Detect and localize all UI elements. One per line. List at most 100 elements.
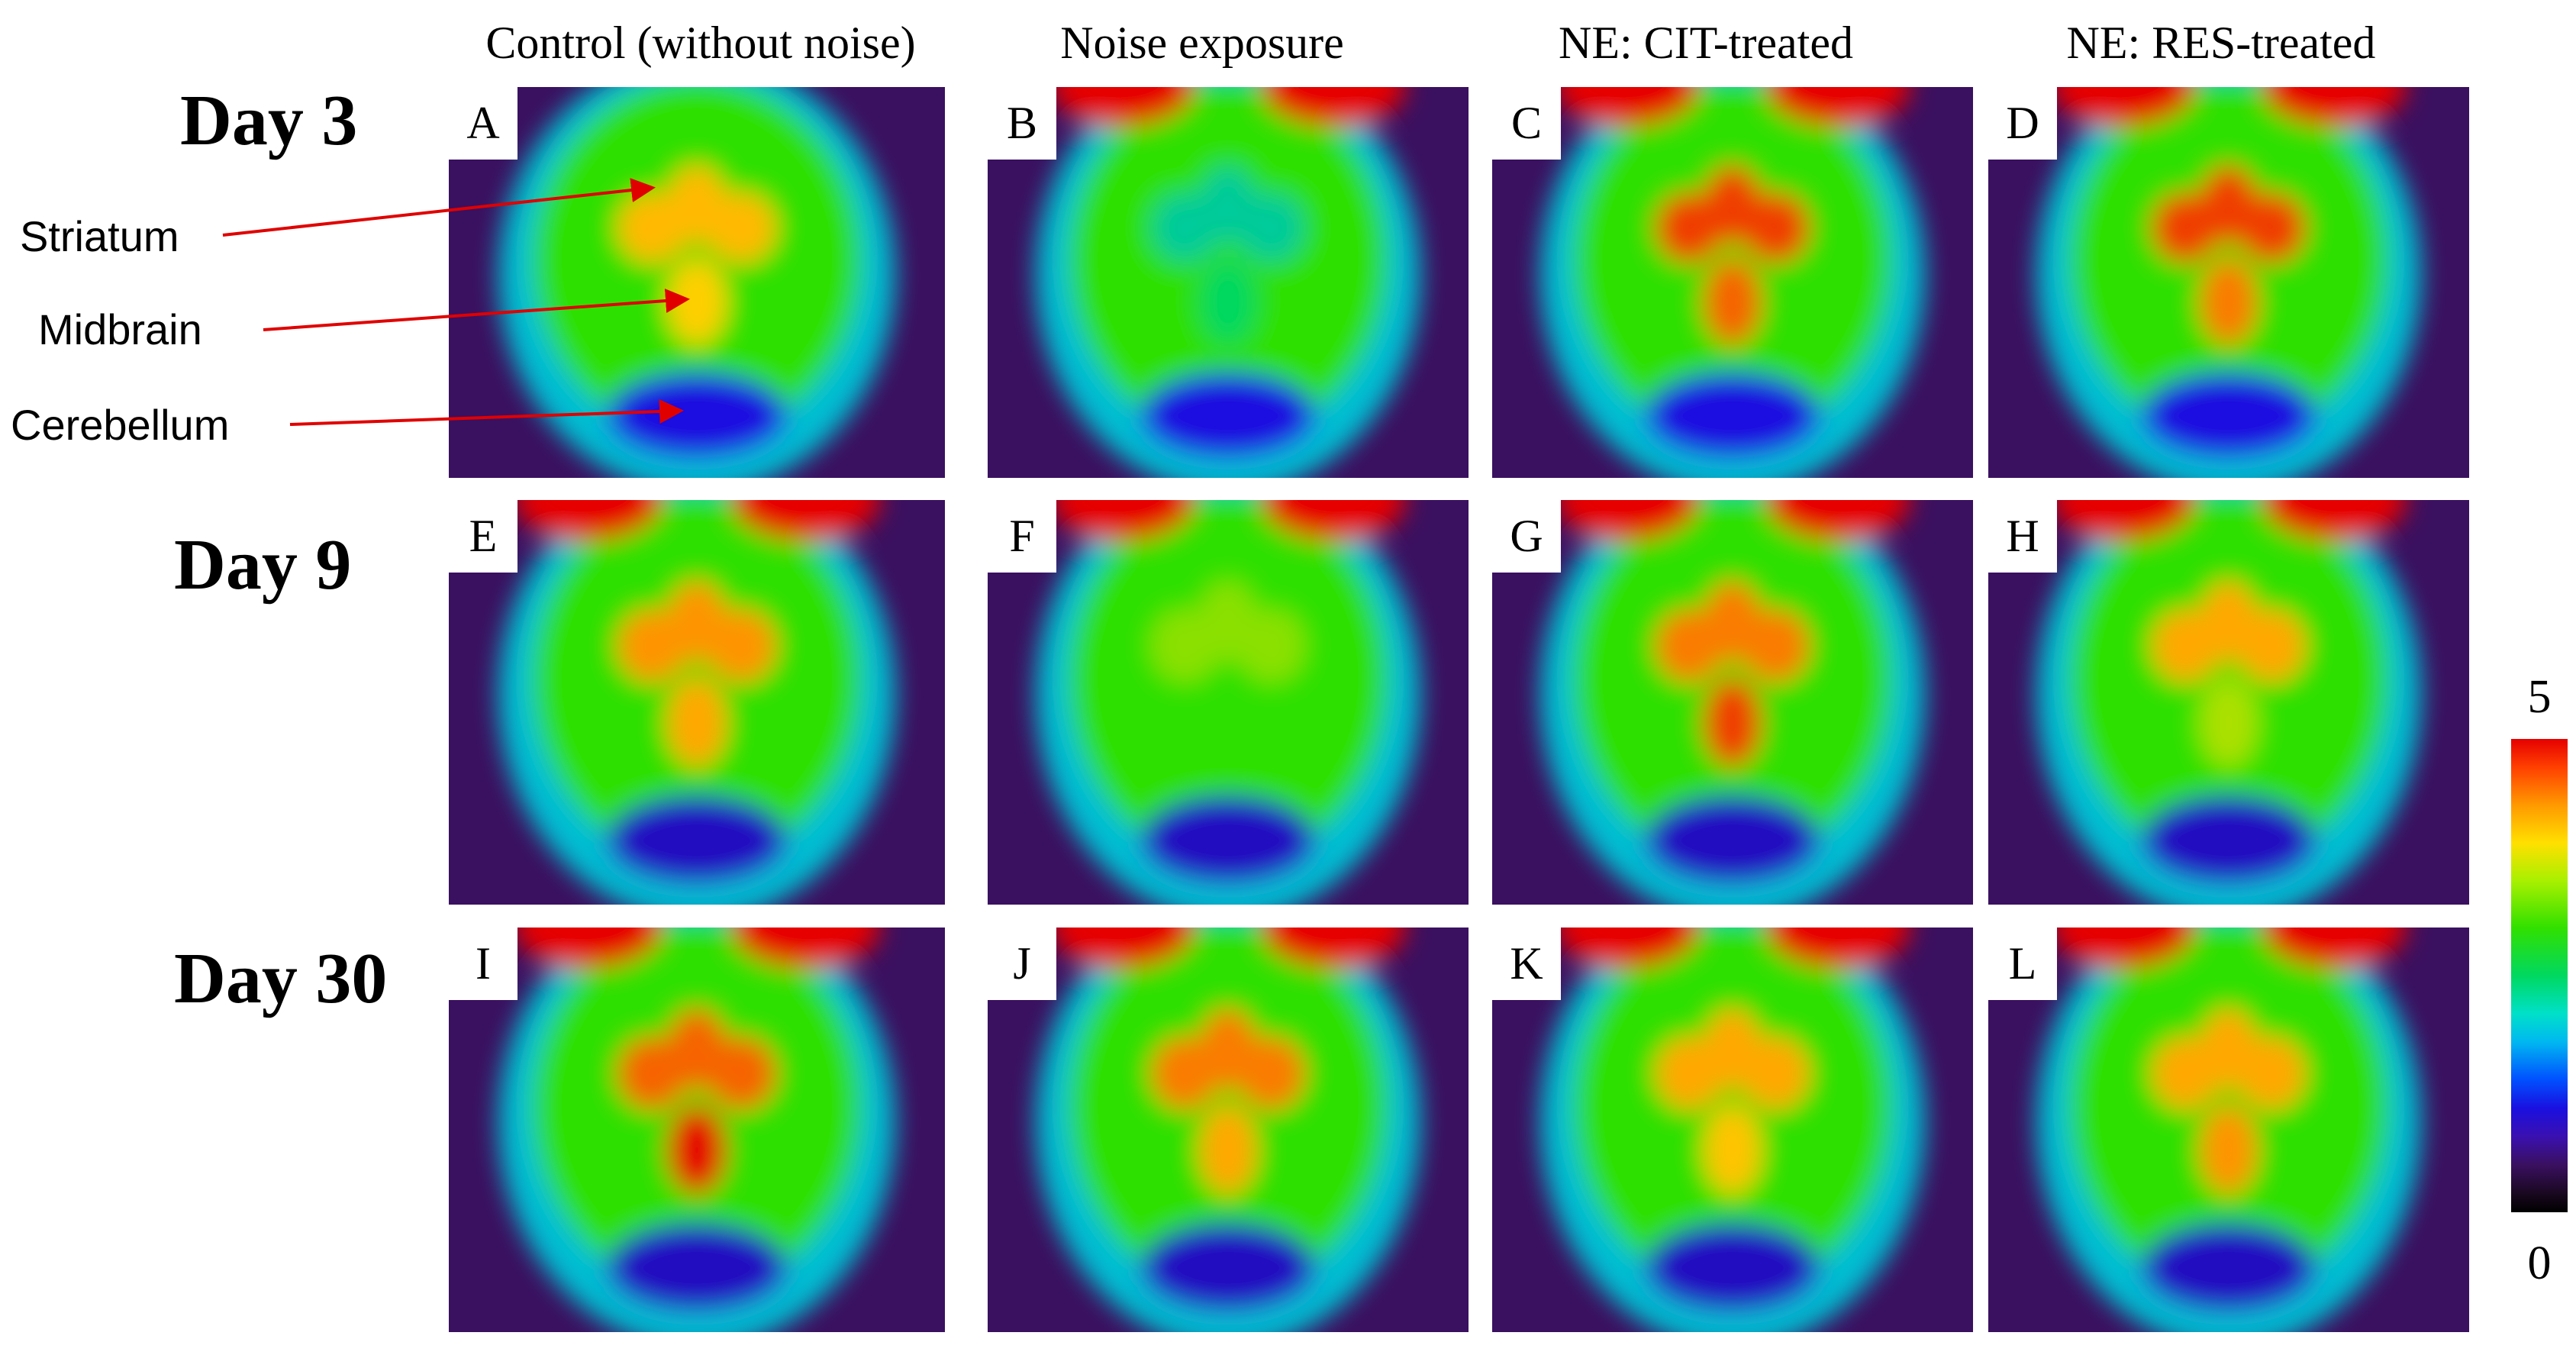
midbrain xyxy=(667,1105,727,1195)
frontal-hotspot-right xyxy=(1766,500,1911,540)
panel-letter: D xyxy=(1988,87,2057,160)
column-title-control: Control (without noise) xyxy=(485,18,916,68)
panel-letter: C xyxy=(1492,87,1561,160)
column-title-noise-exposure: Noise exposure xyxy=(1060,18,1344,68)
frontal-hotspot-left xyxy=(1554,500,1699,540)
panel-letter: J xyxy=(988,928,1056,1000)
striatum-center xyxy=(1199,1008,1257,1089)
striatum-center xyxy=(1199,165,1257,244)
scan-panel: K xyxy=(1492,928,1973,1332)
frontal-hotspot-left xyxy=(2050,500,2195,540)
label-striatum: Striatum xyxy=(20,212,179,260)
midbrain xyxy=(2200,259,2258,345)
frontal-hotspot-left xyxy=(513,928,663,968)
cerebellum xyxy=(608,372,786,459)
midbrain xyxy=(1704,678,1762,767)
frontal-hotspot-left xyxy=(1049,87,1195,127)
cerebellum xyxy=(1141,372,1315,459)
cerebellum xyxy=(2142,1222,2316,1312)
row-title-day-3: Day 3 xyxy=(180,81,358,160)
cerebellum xyxy=(1141,795,1315,885)
striatum-center xyxy=(667,165,727,244)
striatum-center xyxy=(667,1008,727,1089)
frontal-hotspot-left xyxy=(2050,928,2195,968)
cerebellum xyxy=(1646,795,1820,885)
colorbar xyxy=(2511,739,2568,1212)
frontal-hotspot-right xyxy=(2262,500,2407,540)
scan-panel: B xyxy=(988,87,1469,478)
column-title-cit-treated: NE: CIT-treated xyxy=(1559,18,1853,68)
midbrain xyxy=(1199,1105,1257,1195)
scan-panel: E xyxy=(449,500,945,905)
striatum-center xyxy=(667,581,727,662)
row-title-day-9: Day 9 xyxy=(174,525,352,605)
panel-letter: A xyxy=(449,87,517,160)
midbrain xyxy=(667,678,727,767)
frontal-hotspot-right xyxy=(1262,928,1407,968)
striatum-center xyxy=(2200,165,2258,244)
striatum-center xyxy=(1199,581,1257,662)
scan-panel: F xyxy=(988,500,1469,905)
scan-panel: A xyxy=(449,87,945,478)
cerebellum xyxy=(1646,372,1820,459)
frontal-hotspot-right xyxy=(731,500,881,540)
frontal-hotspot-right xyxy=(731,928,881,968)
scan-panel: G xyxy=(1492,500,1973,905)
frontal-hotspot-left xyxy=(1554,87,1699,127)
panel-letter: F xyxy=(988,500,1056,573)
panel-letter: I xyxy=(449,928,517,1000)
scan-panel: H xyxy=(1988,500,2469,905)
scan-panel: C xyxy=(1492,87,1973,478)
striatum-center xyxy=(1704,1008,1762,1089)
frontal-hotspot-right xyxy=(1766,87,1911,127)
panel-letter: L xyxy=(1988,928,2057,1000)
colorbar-max-label: 5 xyxy=(2527,671,2552,723)
cerebellum xyxy=(1141,1222,1315,1312)
cerebellum xyxy=(2142,795,2316,885)
cerebellum xyxy=(608,1222,786,1312)
striatum-center xyxy=(2200,581,2258,662)
panel-letter: H xyxy=(1988,500,2057,573)
striatum-center xyxy=(2200,1008,2258,1089)
frontal-hotspot-left xyxy=(1554,928,1699,968)
panel-letter: G xyxy=(1492,500,1561,573)
panel-letter: E xyxy=(449,500,517,573)
frontal-hotspot-left xyxy=(1049,500,1195,540)
midbrain xyxy=(1704,1105,1762,1195)
frontal-hotspot-left xyxy=(513,500,663,540)
column-title-res-treated: NE: RES-treated xyxy=(2066,18,2376,68)
midbrain xyxy=(1199,678,1257,767)
striatum-center xyxy=(1704,165,1762,244)
frontal-hotspot-right xyxy=(1262,87,1407,127)
panel-letter: K xyxy=(1492,928,1561,1000)
frontal-hotspot-right xyxy=(1262,500,1407,540)
scan-panel: L xyxy=(1988,928,2469,1332)
scan-panel: D xyxy=(1988,87,2469,478)
label-cerebellum: Cerebellum xyxy=(11,401,230,449)
label-midbrain: Midbrain xyxy=(38,305,202,353)
striatum-center xyxy=(1704,581,1762,662)
frontal-hotspot-right xyxy=(2262,928,2407,968)
cerebellum xyxy=(1646,1222,1820,1312)
midbrain xyxy=(667,259,727,345)
scan-panel: J xyxy=(988,928,1469,1332)
cerebellum xyxy=(608,795,786,885)
frontal-hotspot-left xyxy=(2050,87,2195,127)
midbrain xyxy=(1199,259,1257,345)
frontal-hotspot-right xyxy=(2262,87,2407,127)
colorbar-min-label: 0 xyxy=(2527,1237,2552,1289)
arrow-cerebellum xyxy=(289,398,684,426)
row-title-day-30: Day 30 xyxy=(174,939,388,1018)
frontal-hotspot-right xyxy=(1766,928,1911,968)
panel-letter: B xyxy=(988,87,1056,160)
scan-panel: I xyxy=(449,928,945,1332)
midbrain xyxy=(2200,678,2258,767)
arrow-midbrain xyxy=(263,289,690,331)
cerebellum xyxy=(2142,372,2316,459)
midbrain xyxy=(1704,259,1762,345)
midbrain xyxy=(2200,1105,2258,1195)
arrow-striatum xyxy=(222,178,656,237)
frontal-hotspot-left xyxy=(1049,928,1195,968)
